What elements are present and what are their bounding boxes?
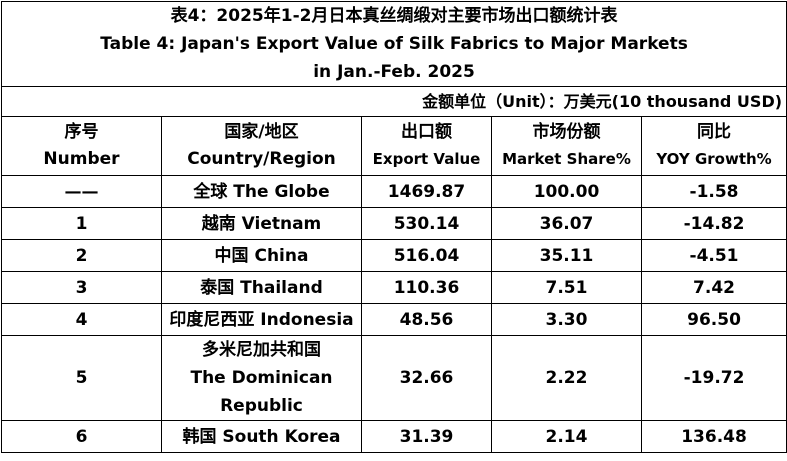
cell: 6 <box>1 420 162 453</box>
header-cell: 出口额 Export Value <box>361 116 492 176</box>
cell: 2 <box>1 239 162 272</box>
cell: 96.50 <box>640 303 787 336</box>
cell: 多米尼加共和国 The Dominican Republic <box>161 335 362 421</box>
cell: 韩国 South Korea <box>161 420 362 453</box>
cell: -19.72 <box>640 335 787 421</box>
data-row: 3 泰国 Thailand 110.36 7.51 7.42 <box>1 271 787 304</box>
cell: 31.39 <box>361 420 492 453</box>
header-en: Market Share% <box>502 150 631 168</box>
data-row: 2 中国 China 516.04 35.11 -4.51 <box>1 239 787 272</box>
header-en: Country/Region <box>187 149 336 169</box>
cell: 泰国 Thailand <box>161 271 362 304</box>
cell: 32.66 <box>361 335 492 421</box>
cell: -1.58 <box>640 175 787 208</box>
cell: 516.04 <box>361 239 492 272</box>
data-row: 4 印度尼西亚 Indonesia 48.56 3.30 96.50 <box>1 303 787 336</box>
header-row: 序号 Number 国家/地区 Country/Region 出口额 Export Val… <box>1 116 787 176</box>
data-row: 1 越南 Vietnam 530.14 36.07 -14.82 <box>1 207 787 240</box>
unit-row: 金额单位（Unit）：万美元(10 thousand USD) <box>0 86 787 117</box>
cell: -14.82 <box>640 207 787 240</box>
cell: 1 <box>1 207 162 240</box>
cell: 2.22 <box>491 335 642 421</box>
cell: 2.14 <box>491 420 642 453</box>
cell: 136.48 <box>640 420 787 453</box>
header-en: YOY Growth% <box>656 150 772 168</box>
cell: 中国 China <box>161 239 362 272</box>
header-en: Number <box>43 149 120 169</box>
cell: 越南 Vietnam <box>161 207 362 240</box>
cell: 全球 The Globe <box>161 175 362 208</box>
header-cell: 序号 Number <box>1 116 162 176</box>
cell: 1469.87 <box>361 175 492 208</box>
cell: 48.56 <box>361 303 492 336</box>
header-cell: 国家/地区 Country/Region <box>161 116 362 176</box>
header-cn: 序号 <box>64 122 99 142</box>
header-cn: 同比 <box>697 122 732 142</box>
header-cell: 同比 YOY Growth% <box>640 116 787 176</box>
title-cell: 表4：2025年1-2月日本真丝绸缎对主要市场出口额统计表 Table 4: Ja… <box>0 1 787 87</box>
data-row: —— 全球 The Globe 1469.87 100.00 -1.58 <box>1 175 787 208</box>
cell: -4.51 <box>640 239 787 272</box>
cell: 110.36 <box>361 271 492 304</box>
header-cell: 市场份额 Market Share% <box>491 116 642 176</box>
cell: 3.30 <box>491 303 642 336</box>
cell: 100.00 <box>491 175 642 208</box>
header-cn: 国家/地区 <box>224 122 299 142</box>
data-row: 5 多米尼加共和国 The Dominican Republic 32.66 2.22… <box>1 335 787 421</box>
title-line: Table 4: Japan's Export Value of Silk Fa… <box>100 34 688 54</box>
cell: 4 <box>1 303 162 336</box>
cell: 35.11 <box>491 239 642 272</box>
title-row: 表4：2025年1-2月日本真丝绸缎对主要市场出口额统计表 Table 4: Ja… <box>0 1 787 87</box>
title-line: in Jan.-Feb. 2025 <box>313 62 475 82</box>
cell: 530.14 <box>361 207 492 240</box>
cell: 7.42 <box>640 271 787 304</box>
cell: —— <box>1 175 162 208</box>
data-row: 6 韩国 South Korea 31.39 2.14 136.48 <box>1 420 787 453</box>
header-cn: 市场份额 <box>532 122 601 142</box>
unit: 金额单位（Unit）：万美元(10 thousand USD) <box>0 86 787 117</box>
cell: 5 <box>1 335 162 421</box>
header-en: Export Value <box>372 150 481 168</box>
cell: 印度尼西亚 Indonesia <box>161 303 362 336</box>
cell: 36.07 <box>491 207 642 240</box>
cell: 7.51 <box>491 271 642 304</box>
header-cn: 出口额 <box>401 122 452 142</box>
cell: 3 <box>1 271 162 304</box>
title-line: 表4：2025年1-2月日本真丝绸缎对主要市场出口额统计表 <box>170 6 618 26</box>
